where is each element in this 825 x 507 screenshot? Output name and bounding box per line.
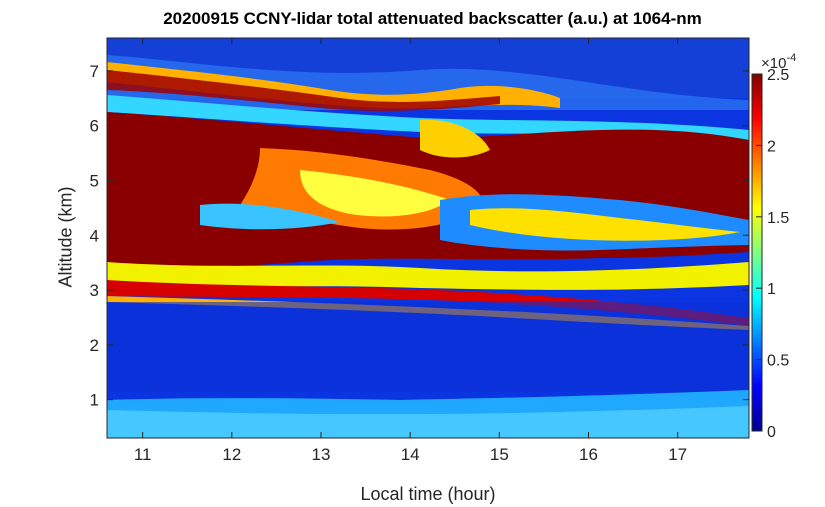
- x-tick-label: 11: [134, 445, 152, 464]
- colorbar-exponent: ×10-4: [761, 52, 796, 72]
- y-tick-label: 1: [90, 391, 99, 410]
- x-tick-label: 15: [490, 445, 509, 464]
- y-tick-label: 3: [90, 281, 99, 300]
- colorbar-tick-label: 0.5: [767, 353, 789, 370]
- plot-border: [106, 37, 750, 439]
- upper-plume-streak: [107, 62, 560, 109]
- y-tick-label: 6: [90, 117, 99, 136]
- smoke-base-red: [107, 280, 749, 326]
- x-tick-label: 13: [312, 445, 331, 464]
- y-axis-ticks: 1 2 3 4 5 6 7: [90, 62, 749, 410]
- y-tick-label: 5: [90, 171, 99, 190]
- x-axis-label: Local time (hour): [360, 484, 496, 504]
- colorbar-tick-label: 2: [767, 138, 776, 155]
- smoke-lower-edge-yellow: [107, 262, 749, 290]
- upper-plume-core: [107, 70, 500, 111]
- colorbar: [752, 74, 762, 431]
- y-axis-label: Altitude (km): [55, 186, 76, 288]
- x-tick-label: 12: [222, 445, 241, 464]
- smoke-patch-yellow: [300, 170, 450, 217]
- heatmap-plot-area: [107, 38, 749, 438]
- colorbar-exponent-value: -4: [786, 52, 797, 64]
- y-tick-label: 7: [90, 62, 99, 81]
- colorbar-tick-label: 2.5: [767, 67, 789, 84]
- x-tick-label: 17: [668, 445, 687, 464]
- x-axis-ticks: 11 12 13 14 15 16 17: [134, 38, 687, 464]
- colorbar-tick-label: 1.5: [767, 210, 789, 227]
- boundary-layer-top: [107, 406, 749, 438]
- y-tick-label: 2: [90, 336, 99, 355]
- colorbar-tick-label: 1: [767, 281, 776, 298]
- clean-layer-shade: [107, 302, 749, 392]
- x-tick-label: 14: [401, 445, 420, 464]
- x-tick-label: 16: [579, 445, 598, 464]
- smoke-patch-cyan: [200, 203, 340, 230]
- smoke-patch-top: [420, 119, 490, 158]
- smoke-patch-light: [470, 208, 740, 241]
- colorbar-multiplier: ×10: [761, 55, 787, 72]
- y-tick-label: 4: [90, 226, 99, 245]
- colorbar-ticks: 0 0.5 1 1.5 2 2.5: [756, 67, 789, 441]
- cyan-streak: [107, 95, 749, 142]
- chart-title: 20200915 CCNY-lidar total attenuated bac…: [163, 9, 702, 28]
- colorbar-tick-label: 0: [767, 424, 776, 441]
